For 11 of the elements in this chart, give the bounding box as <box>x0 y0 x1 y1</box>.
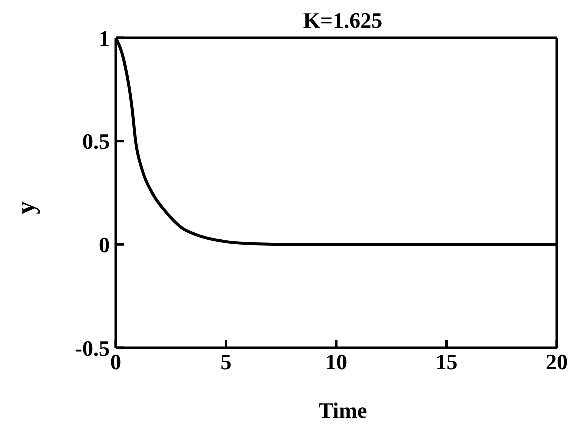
x-tick-label: 5 <box>220 350 232 375</box>
x-tick-label: 10 <box>326 350 348 375</box>
chart-title: K=1.625 <box>302 8 384 34</box>
x-tick-label: 20 <box>546 350 568 375</box>
y-tick-label: 0.5 <box>82 129 110 154</box>
y-tick-label: 1 <box>99 26 110 51</box>
x-axis-title: Time <box>318 398 368 424</box>
y-tick-label: -0.5 <box>75 336 110 361</box>
x-tick-label: 15 <box>436 350 458 375</box>
y-tick-label: 0 <box>99 232 110 258</box>
y-axis-title: y <box>12 202 42 214</box>
